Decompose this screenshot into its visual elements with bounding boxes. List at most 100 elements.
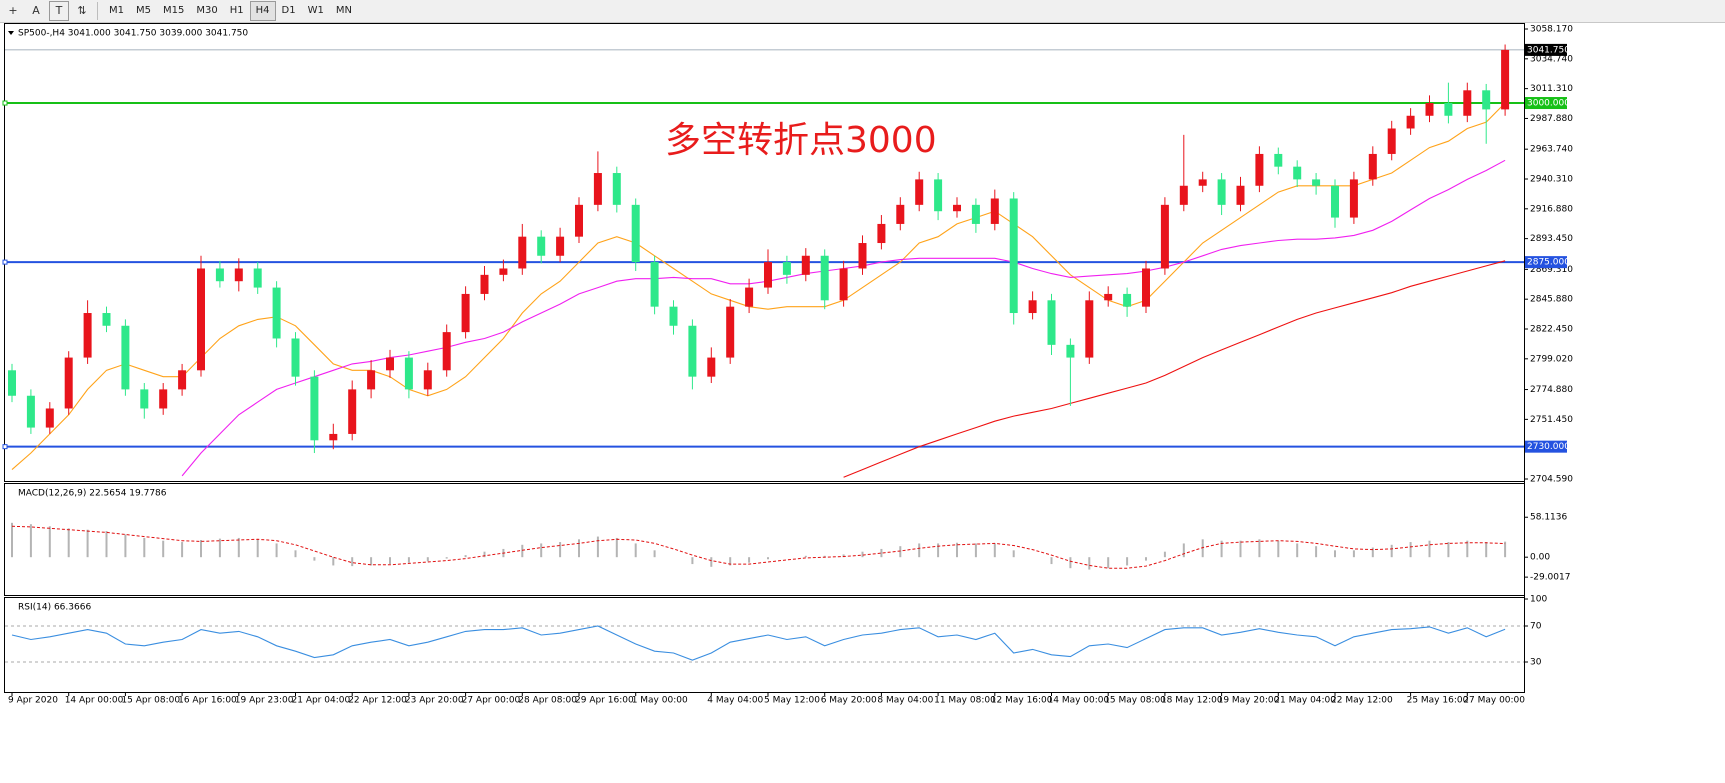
candle-body: [1179, 185, 1188, 205]
candle-body: [367, 370, 376, 390]
macd-bar: [407, 557, 410, 563]
macd-signal: [11, 525, 1506, 569]
candle-body: [178, 370, 187, 390]
timeframe-button[interactable]: H4: [249, 1, 276, 21]
timeframe-button[interactable]: D1: [281, 5, 296, 16]
candle-body: [83, 313, 92, 358]
x-tick-label: 27 May 00:00: [1463, 696, 1525, 706]
candle-body: [121, 325, 130, 390]
x-tick-label: 15 Apr 08:00: [121, 696, 180, 706]
label-tool[interactable]: T: [49, 1, 69, 21]
y-tick-label: 2799.020: [1530, 354, 1573, 364]
candle-body: [575, 204, 583, 237]
macd-bar: [1201, 539, 1204, 558]
timeframe-button[interactable]: MN: [335, 5, 352, 16]
macd-bar: [974, 543, 977, 558]
y-tick-label: 30: [1530, 658, 1542, 668]
candle-body: [1349, 179, 1358, 218]
macd-bar: [1485, 542, 1488, 558]
timeframe-button[interactable]: M1: [109, 5, 124, 16]
candle-body: [971, 204, 980, 224]
x-tick-label: 25 May 16:00: [1407, 696, 1469, 706]
macd-bar: [29, 524, 32, 558]
candle-body: [801, 255, 810, 275]
macd-bar: [256, 539, 259, 558]
candle-body: [1142, 268, 1150, 307]
candle-body: [1482, 90, 1491, 110]
macd-bar: [1050, 557, 1053, 565]
level-tag: [1525, 440, 1567, 453]
text-tool[interactable]: A: [32, 4, 40, 17]
timeframe-button[interactable]: H1: [229, 5, 244, 16]
candle-body: [1066, 344, 1075, 358]
y-tick-label: 2845.880: [1530, 295, 1573, 305]
candle-body: [1293, 166, 1302, 180]
candle-body: [310, 376, 319, 441]
macd-bar: [653, 550, 656, 558]
candle-body: [386, 357, 394, 371]
macd-panel: [4, 483, 1525, 596]
macd-bar: [937, 543, 940, 558]
candle-body: [745, 287, 754, 307]
macd-bar: [313, 557, 316, 561]
candle-body: [707, 357, 716, 377]
candle-body: [1444, 103, 1453, 116]
candle-body: [612, 173, 621, 205]
macd-bar: [1239, 540, 1242, 558]
macd-bar: [729, 557, 732, 566]
arrow-tool[interactable]: ⇅: [77, 4, 87, 17]
macd-bar: [1107, 557, 1110, 569]
x-tick-label: 16 Apr 16:00: [178, 696, 237, 706]
macd-bar: [804, 555, 807, 558]
macd-bar: [1220, 540, 1223, 558]
candle-body: [1312, 179, 1321, 186]
candle-body: [1123, 293, 1132, 307]
x-tick-label: 28 Apr 08:00: [518, 696, 577, 706]
macd-bar: [218, 538, 221, 558]
candle-body: [1104, 293, 1113, 301]
x-tick-label: 21 Apr 04:00: [292, 696, 351, 706]
timeframe-button[interactable]: M5: [136, 5, 151, 16]
macd-bar: [861, 551, 864, 558]
candle-body: [896, 204, 905, 224]
panel-title: RSI(14) 66.3666: [18, 603, 91, 613]
candle-body: [1463, 90, 1472, 116]
candle-body: [423, 370, 432, 390]
macd-bar: [615, 537, 618, 558]
candle-body: [234, 268, 243, 282]
macd-bar: [1145, 557, 1147, 561]
plot-area: [5, 625, 1524, 663]
macd-bar: [918, 543, 921, 558]
candle-body: [669, 306, 678, 326]
candle-body: [1387, 128, 1396, 154]
level-label: 3000.000: [1527, 99, 1570, 109]
candle-body: [820, 255, 829, 301]
candle-body: [64, 357, 73, 409]
panel-title: SP500-,H4 3041.000 3041.750 3039.000 304…: [18, 29, 248, 39]
candle-body: [8, 370, 16, 396]
macd-bar: [275, 543, 278, 558]
timeframe-button[interactable]: W1: [307, 5, 324, 16]
macd-bar: [426, 557, 429, 562]
timeframe-button[interactable]: M30: [196, 5, 218, 16]
timeframe-button[interactable]: M15: [163, 5, 185, 16]
candle-body: [1009, 198, 1018, 314]
candle-body: [631, 204, 640, 263]
macd-bar: [332, 557, 335, 566]
candle-body: [1160, 204, 1169, 269]
chart-layer: SP500-,H4 3041.000 3041.750 3039.000 304…: [2, 23, 1573, 706]
crosshair-tool[interactable]: +: [8, 4, 18, 17]
macd-bar: [1447, 542, 1450, 558]
macd-bar: [11, 522, 13, 558]
candle-body: [45, 408, 54, 428]
macd-bar: [559, 542, 562, 558]
candle-body: [253, 268, 262, 288]
macd-bar: [710, 557, 713, 567]
macd-bar: [67, 528, 70, 558]
level-tag: [1525, 256, 1567, 269]
x-tick-label: 5 May 12:00: [764, 696, 820, 706]
macd-bar: [483, 551, 486, 558]
x-tick-label: 22 Apr 12:00: [348, 696, 407, 706]
x-tick-label: 29 Apr 16:00: [575, 696, 634, 706]
